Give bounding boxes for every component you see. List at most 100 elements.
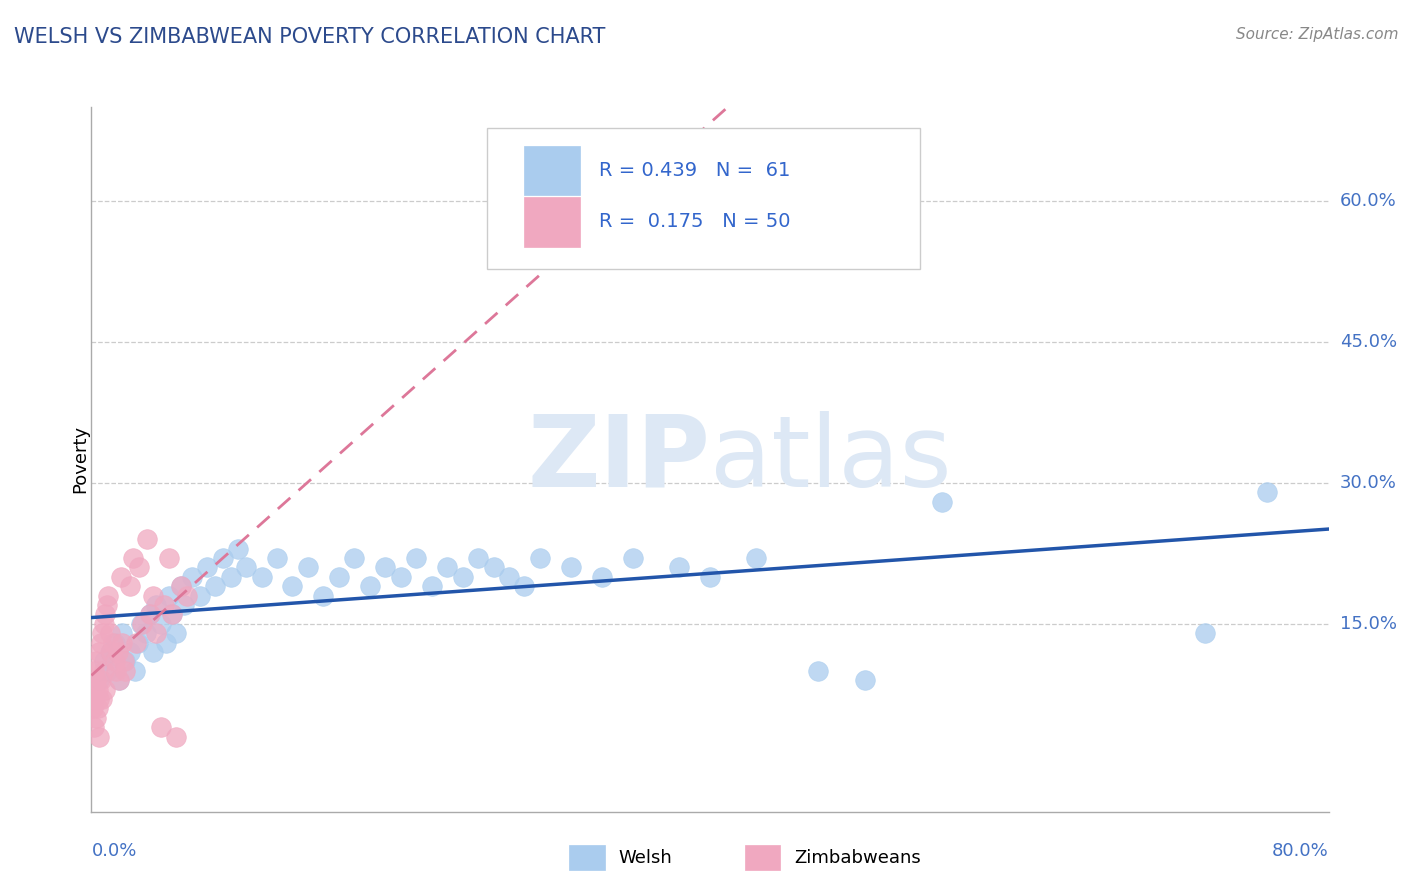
Point: [621, 551, 644, 566]
Point: [131, 616, 153, 631]
Point: [87, 673, 111, 688]
Point: [343, 551, 366, 566]
Point: [114, 664, 136, 678]
Point: [155, 635, 177, 649]
Point: [160, 607, 183, 622]
Y-axis label: Poverty: Poverty: [72, 425, 89, 493]
Point: [149, 720, 172, 734]
Text: ZIP: ZIP: [527, 411, 710, 508]
FancyBboxPatch shape: [488, 128, 921, 269]
Point: [312, 589, 335, 603]
Point: [110, 570, 132, 584]
Point: [149, 616, 172, 631]
Point: [94, 607, 117, 622]
Text: 45.0%: 45.0%: [1340, 333, 1398, 351]
Point: [83, 664, 105, 678]
Point: [1256, 485, 1278, 500]
Point: [83, 692, 105, 706]
Text: Welsh: Welsh: [619, 849, 672, 867]
Point: [853, 673, 876, 688]
Point: [451, 570, 474, 584]
Point: [93, 654, 115, 668]
Point: [108, 673, 131, 688]
Point: [170, 579, 193, 593]
Point: [405, 551, 427, 566]
Point: [166, 626, 188, 640]
Point: [153, 598, 176, 612]
Point: [90, 635, 112, 649]
Point: [160, 607, 183, 622]
Point: [142, 645, 165, 659]
Point: [114, 654, 136, 668]
Point: [98, 645, 121, 659]
Point: [180, 570, 202, 584]
Text: R = 0.439   N =  61: R = 0.439 N = 61: [599, 161, 790, 180]
Point: [124, 664, 146, 678]
Point: [389, 570, 412, 584]
Point: [591, 570, 613, 584]
Text: Zimbabweans: Zimbabweans: [794, 849, 921, 867]
Point: [112, 654, 135, 668]
Point: [176, 589, 198, 603]
Point: [93, 616, 115, 631]
Text: 80.0%: 80.0%: [1272, 842, 1329, 860]
Point: [482, 560, 505, 574]
Point: [170, 579, 193, 593]
Point: [125, 635, 148, 649]
Text: 30.0%: 30.0%: [1340, 474, 1396, 491]
Point: [101, 635, 124, 649]
Point: [745, 551, 768, 566]
Point: [104, 654, 127, 668]
Point: [297, 560, 319, 574]
Point: [96, 598, 118, 612]
Point: [668, 560, 690, 574]
Point: [235, 560, 257, 574]
Point: [560, 560, 582, 574]
Point: [173, 598, 195, 612]
Point: [90, 673, 112, 688]
Point: [107, 645, 129, 659]
Point: [84, 654, 107, 668]
Point: [136, 533, 159, 547]
Point: [86, 701, 108, 715]
Point: [204, 579, 226, 593]
Point: [82, 682, 104, 697]
Point: [436, 560, 458, 574]
Point: [157, 551, 180, 566]
Point: [139, 607, 162, 622]
Point: [498, 570, 520, 584]
Point: [98, 626, 121, 640]
Point: [135, 626, 156, 640]
Text: 0.0%: 0.0%: [91, 842, 136, 860]
Point: [420, 579, 443, 593]
Point: [91, 626, 114, 640]
Text: WELSH VS ZIMBABWEAN POVERTY CORRELATION CHART: WELSH VS ZIMBABWEAN POVERTY CORRELATION …: [14, 27, 606, 46]
Point: [142, 589, 165, 603]
Point: [266, 551, 288, 566]
Text: R =  0.175   N = 50: R = 0.175 N = 50: [599, 212, 790, 231]
Text: atlas: atlas: [710, 411, 952, 508]
Point: [97, 589, 120, 603]
Point: [100, 645, 122, 659]
Point: [87, 645, 111, 659]
Point: [111, 635, 134, 649]
Point: [145, 598, 167, 612]
Point: [84, 711, 107, 725]
Point: [250, 570, 273, 584]
Point: [513, 579, 536, 593]
Point: [145, 626, 167, 640]
Point: [467, 551, 489, 566]
Point: [226, 541, 250, 556]
Point: [96, 664, 118, 678]
Point: [127, 635, 149, 649]
Point: [120, 579, 141, 593]
Point: [374, 560, 396, 574]
Text: Source: ZipAtlas.com: Source: ZipAtlas.com: [1236, 27, 1399, 42]
Point: [699, 570, 721, 584]
Point: [91, 692, 114, 706]
Point: [122, 551, 145, 566]
Point: [120, 645, 141, 659]
Point: [94, 682, 117, 697]
Point: [188, 589, 211, 603]
Point: [529, 551, 551, 566]
